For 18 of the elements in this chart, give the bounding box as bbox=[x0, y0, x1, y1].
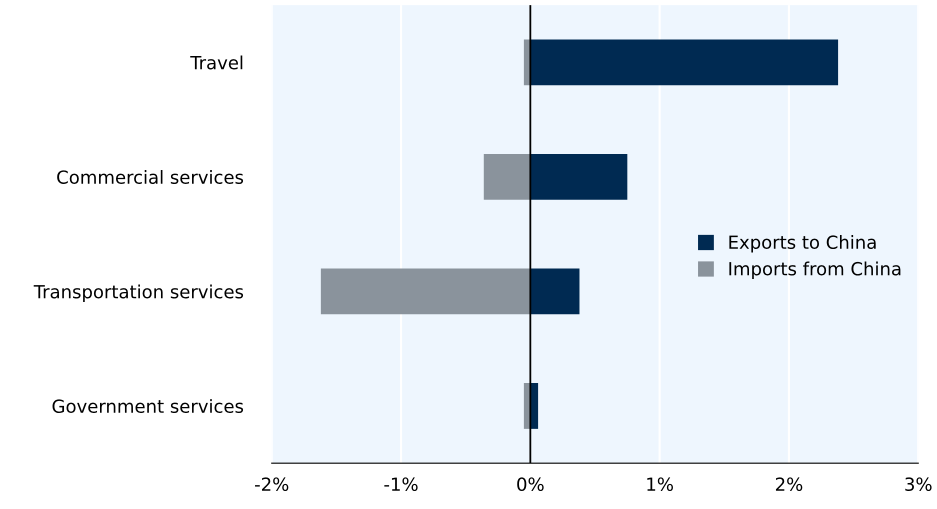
x-tick-label: -2% bbox=[255, 477, 288, 492]
x-tick-label: 1% bbox=[647, 477, 673, 492]
bar bbox=[530, 39, 838, 86]
x-tick-label: 2% bbox=[776, 477, 802, 492]
x-tick-label: 0% bbox=[517, 477, 544, 492]
x-tick-label: 3% bbox=[905, 477, 932, 492]
bar bbox=[320, 268, 530, 314]
legend-label: Exports to China bbox=[729, 235, 876, 253]
x-tick-label: -1% bbox=[384, 477, 418, 492]
y-tick-label: Travel bbox=[190, 55, 242, 70]
bar bbox=[530, 383, 538, 429]
legend-label: Imports from China bbox=[729, 262, 900, 280]
y-tick-label: Transportation services bbox=[34, 284, 244, 302]
bar bbox=[530, 154, 628, 200]
bar bbox=[530, 268, 580, 314]
y-tick-label: Commercial services bbox=[57, 170, 244, 184]
bar bbox=[484, 154, 530, 200]
y-tick-label: Government services bbox=[52, 399, 244, 414]
